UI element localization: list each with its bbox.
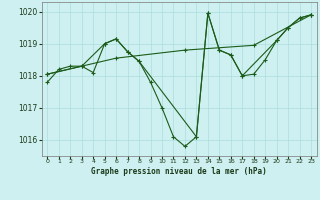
X-axis label: Graphe pression niveau de la mer (hPa): Graphe pression niveau de la mer (hPa) xyxy=(91,167,267,176)
